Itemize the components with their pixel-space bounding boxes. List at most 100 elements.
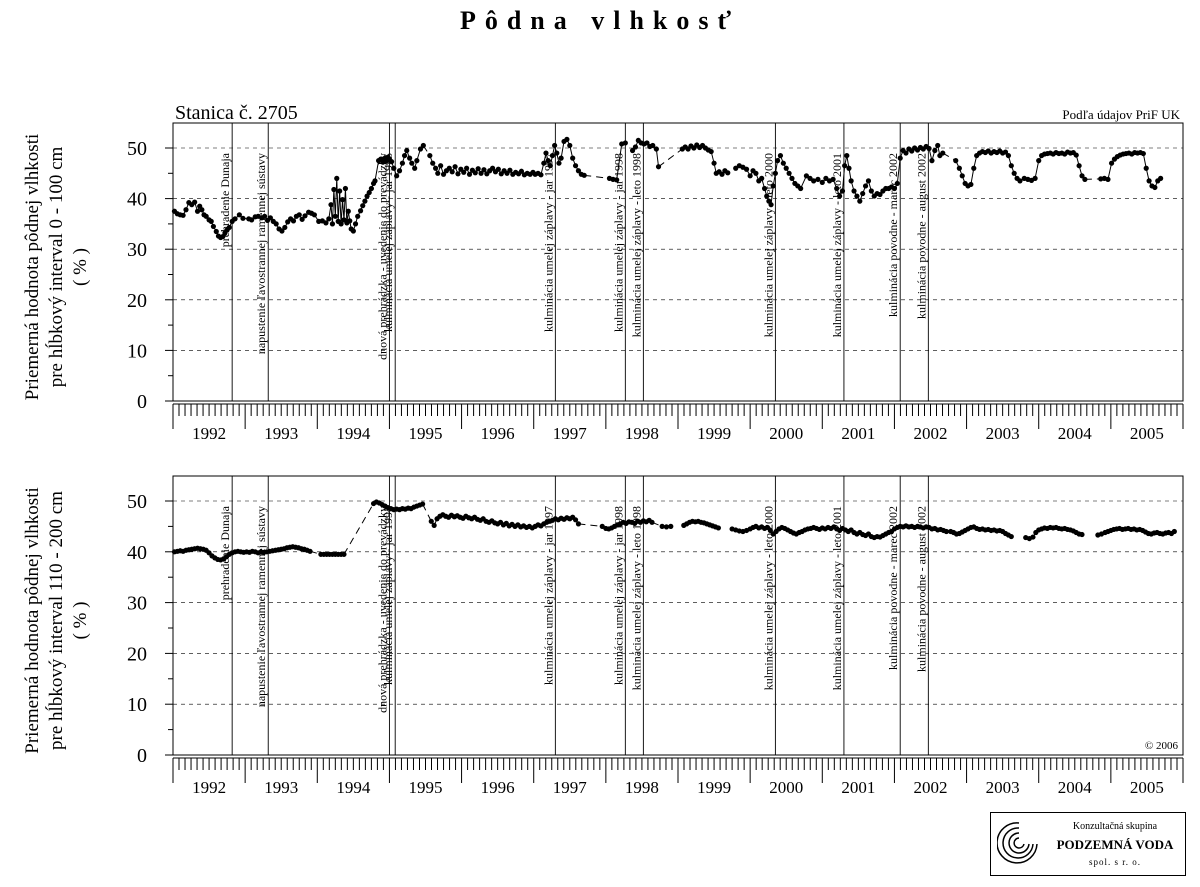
data-point bbox=[326, 216, 332, 222]
data-point bbox=[549, 152, 556, 159]
data-point bbox=[249, 217, 255, 223]
x-tick-label: 1997 bbox=[553, 424, 588, 443]
data-point bbox=[329, 221, 336, 227]
data-point bbox=[461, 169, 467, 175]
data-point bbox=[311, 212, 317, 218]
data-point bbox=[834, 185, 840, 192]
x-tick-label: 2004 bbox=[1058, 778, 1093, 797]
event-label: prehradenie Dunaja bbox=[218, 505, 232, 600]
source-label: Podľa údajov PriF UK bbox=[1062, 107, 1180, 122]
y-axis-label: ( % ) bbox=[70, 248, 91, 286]
data-point bbox=[632, 144, 639, 150]
series-gap-line bbox=[1084, 178, 1101, 180]
data-point bbox=[767, 527, 773, 534]
data-point bbox=[862, 183, 869, 189]
station-label: Stanica č. 2705 bbox=[175, 102, 298, 124]
data-point bbox=[715, 525, 722, 531]
data-point bbox=[1073, 152, 1079, 158]
data-point bbox=[644, 140, 650, 146]
event-label: kulminácia umelej záplavy - leto 2001 bbox=[830, 153, 844, 337]
y-tick-label: 20 bbox=[127, 643, 147, 665]
data-point bbox=[953, 158, 959, 164]
x-tick-label: 1994 bbox=[336, 778, 371, 797]
data-point bbox=[226, 224, 232, 231]
event-label: kulminácia umelej záplavy - jar 1997 bbox=[541, 506, 555, 685]
data-point bbox=[772, 170, 778, 176]
series-gap-line bbox=[343, 503, 374, 555]
data-point bbox=[932, 147, 938, 154]
series-gap-line bbox=[422, 503, 432, 522]
company-logo: Konzultačná skupina PODZEMNÁ VODA spol. … bbox=[990, 812, 1186, 876]
data-point bbox=[743, 166, 750, 172]
data-point bbox=[267, 215, 273, 221]
plot-frame bbox=[172, 122, 1184, 402]
data-point bbox=[388, 159, 395, 165]
data-point bbox=[894, 180, 900, 187]
data-point bbox=[372, 178, 378, 184]
data-point bbox=[538, 172, 544, 178]
y-axis-label: pre hĺbkový interval 0 - 100 cm bbox=[45, 146, 67, 387]
logo-line-2: PODZEMNÁ VODA bbox=[1056, 837, 1174, 852]
data-point bbox=[572, 163, 579, 169]
data-point bbox=[203, 213, 209, 219]
data-point bbox=[851, 188, 857, 194]
data-point bbox=[860, 190, 866, 197]
data-point bbox=[570, 155, 576, 161]
x-tick-label: 1996 bbox=[481, 424, 515, 443]
data-point bbox=[323, 220, 329, 226]
y-tick-label: 0 bbox=[137, 391, 147, 413]
data-point bbox=[783, 165, 789, 171]
data-point bbox=[1105, 176, 1111, 182]
x-tick-label: 1997 bbox=[553, 778, 588, 797]
series-line bbox=[174, 501, 1175, 561]
data-point bbox=[449, 169, 455, 175]
x-tick-label: 1996 bbox=[481, 778, 515, 797]
data-point bbox=[1082, 176, 1088, 182]
event-label: kulminácia povodne - marec 2002 bbox=[886, 506, 900, 670]
data-point bbox=[440, 171, 447, 177]
data-point bbox=[1036, 158, 1042, 164]
data-point bbox=[842, 163, 848, 169]
data-point bbox=[935, 142, 941, 149]
data-point bbox=[213, 228, 219, 235]
data-point bbox=[1008, 533, 1014, 540]
x-tick-label: 2005 bbox=[1130, 424, 1164, 443]
data-point bbox=[541, 160, 547, 166]
data-point bbox=[489, 165, 496, 171]
event-label: kulminácia umelej záplavy - jar 1998 bbox=[611, 153, 625, 332]
data-point bbox=[299, 216, 305, 222]
event-label: napustenie ľavostrannej ramennej sústavy bbox=[254, 506, 268, 707]
x-tick-label: 2005 bbox=[1130, 778, 1164, 797]
event-label: prehradenie Dunaja bbox=[218, 152, 232, 247]
y-axis-label: Priemerná hodnota pôdnej vlhkosti bbox=[22, 487, 43, 753]
data-point bbox=[556, 160, 562, 166]
data-point bbox=[764, 193, 770, 199]
data-point bbox=[807, 175, 813, 181]
data-point bbox=[328, 202, 334, 208]
data-point bbox=[452, 164, 458, 170]
event-label: kulminácia umelej záplavy - leto 1998 bbox=[629, 506, 643, 690]
data-point bbox=[455, 171, 461, 177]
y-tick-label: 40 bbox=[127, 542, 147, 564]
data-point bbox=[564, 136, 570, 142]
event-label: kulminácia povodne - marec 2002 bbox=[886, 153, 900, 317]
data-point bbox=[345, 208, 351, 214]
data-point bbox=[877, 191, 883, 198]
data-point bbox=[290, 218, 297, 224]
x-tick-label: 1993 bbox=[264, 778, 298, 797]
data-point bbox=[803, 173, 810, 179]
data-point bbox=[296, 212, 302, 218]
data-point bbox=[412, 165, 418, 171]
data-point bbox=[420, 501, 426, 507]
data-point bbox=[848, 178, 854, 184]
data-point bbox=[815, 176, 821, 182]
data-point bbox=[208, 218, 214, 224]
series-gap-line bbox=[658, 148, 683, 168]
data-point bbox=[472, 170, 478, 176]
data-point bbox=[554, 150, 560, 156]
data-point bbox=[352, 221, 359, 227]
data-point bbox=[199, 207, 205, 213]
data-point bbox=[1140, 150, 1146, 157]
data-point bbox=[1158, 175, 1164, 181]
